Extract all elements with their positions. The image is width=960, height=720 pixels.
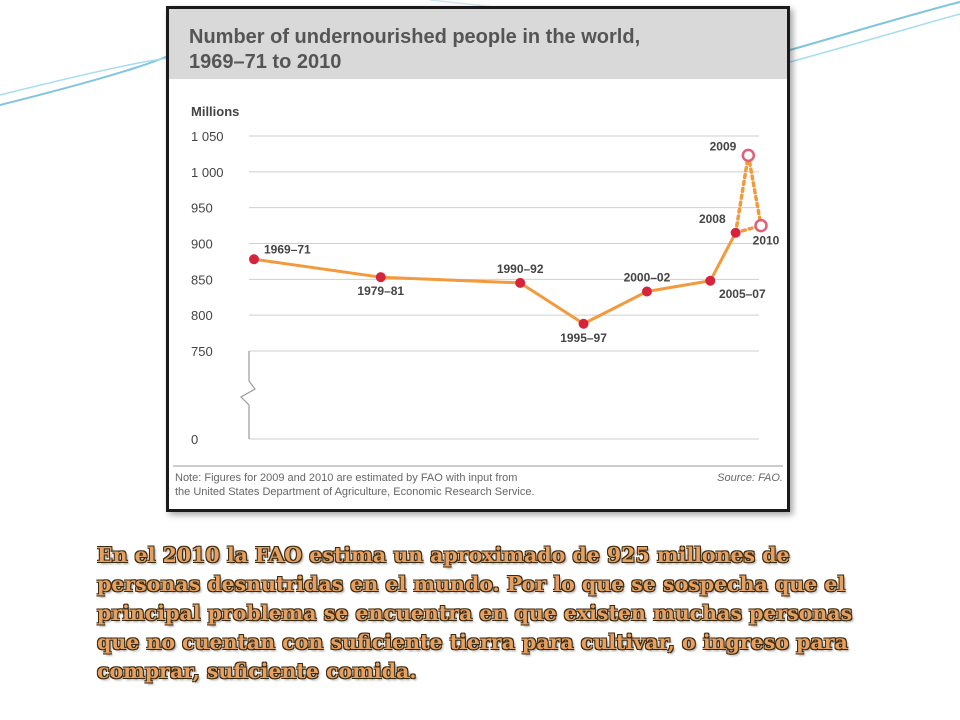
data-point-3 — [578, 318, 589, 329]
chart-frame: Number of undernourished people in the w… — [166, 6, 790, 512]
data-point-4 — [641, 286, 652, 297]
y-tick-label-4: 850 — [191, 272, 213, 287]
y-tick-label-1: 1 000 — [191, 165, 224, 180]
data-point-1 — [375, 272, 386, 283]
y-tick-label-3: 900 — [191, 237, 213, 252]
axis-break-zigzag — [240, 380, 256, 406]
line-segment-4 — [645, 279, 712, 294]
line-segment-7 — [746, 153, 763, 228]
point-label-5: 2005–07 — [719, 287, 766, 301]
point-label-4: 2000–02 — [624, 271, 671, 285]
data-point-5 — [705, 275, 716, 286]
point-label-2: 1990–92 — [497, 262, 544, 276]
data-point-8 — [754, 218, 768, 233]
point-label-0: 1969–71 — [264, 242, 311, 256]
y-tick-label-2: 950 — [191, 201, 213, 216]
point-label-8: 2010 — [753, 234, 780, 248]
line-chart: Number of undernourished people in the w… — [169, 9, 787, 498]
source-label: Source: FAO. — [717, 472, 783, 484]
point-label-6: 2008 — [699, 212, 726, 226]
point-label-1: 1979–81 — [357, 284, 404, 298]
y-tick-labels: 1 050 1 000 950 900 850 800 750 0 — [191, 129, 224, 447]
y-tick-label-5: 800 — [191, 308, 213, 323]
y-tick-label-7: 0 — [191, 432, 198, 447]
title-band — [169, 9, 787, 79]
point-labels: 1969–71 1979–81 1990–92 1995–97 2000–02 2005–… — [264, 139, 780, 344]
grid-lines — [249, 135, 759, 440]
note-line2: the United States Department of Agricult… — [175, 486, 535, 498]
line-segment-2 — [518, 281, 586, 326]
line-segment-6 — [733, 153, 751, 235]
note-line1: Note: Figures for 2009 and 2010 are esti… — [175, 472, 517, 484]
chart-title-line1: Number of undernourished people in the w… — [189, 26, 640, 48]
line-segment-3 — [582, 290, 649, 326]
point-label-3: 1995–97 — [560, 331, 607, 345]
data-point-6 — [730, 227, 741, 238]
data-point-7 — [741, 148, 756, 163]
series-markers — [249, 148, 768, 329]
line-segment-1 — [379, 275, 522, 285]
axis-break — [240, 351, 256, 439]
chart-title-line2: 1969–71 to 2010 — [189, 51, 341, 73]
line-segment-0 — [252, 257, 383, 279]
line-segment-5 — [708, 231, 738, 283]
point-label-7: 2009 — [710, 139, 737, 153]
caption-text: En el 2010 la FAO estima un aproximado d… — [97, 543, 853, 683]
data-point-2 — [515, 277, 526, 288]
y-tick-label-6: 750 — [191, 344, 213, 359]
y-axis-unit-label: Millions — [191, 104, 239, 119]
y-tick-label-0: 1 050 — [191, 129, 224, 144]
series-line — [252, 153, 763, 326]
data-point-0 — [249, 254, 259, 265]
